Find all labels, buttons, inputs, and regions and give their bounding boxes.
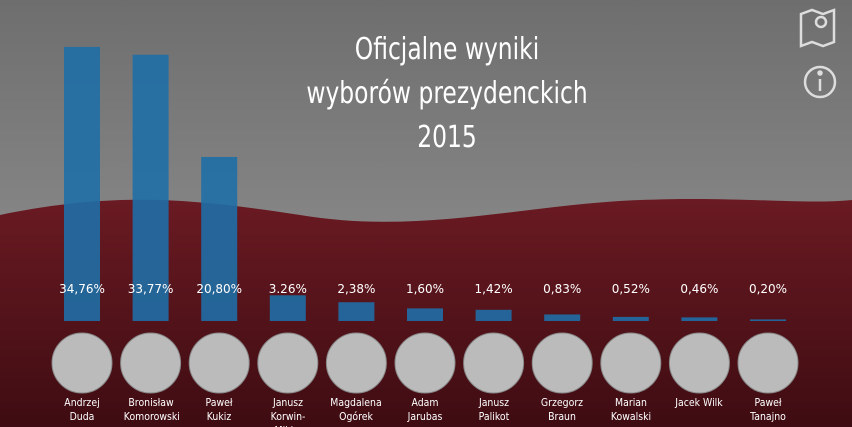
bar (612, 316, 649, 321)
candidate-photo (188, 332, 250, 394)
value-label: 0,46% (680, 282, 718, 296)
candidate-photo (51, 332, 113, 394)
bar (750, 319, 786, 321)
value-label: 1,42% (475, 282, 513, 296)
bar (338, 302, 375, 321)
bar (407, 308, 443, 321)
value-label: 20,80% (196, 282, 242, 296)
bar (269, 295, 306, 321)
candidate-photo (668, 332, 730, 394)
x-tick-label: Marian Kowalski (610, 396, 651, 423)
x-tick-label: Grzegorz Braun (541, 396, 584, 423)
value-label: 0,52% (612, 282, 650, 296)
bar (544, 314, 581, 321)
candidate-photo (531, 332, 593, 394)
chart-title: Oficjalne wyniki wyborów prezydenckich 2… (306, 32, 588, 155)
candidate-photo (120, 332, 182, 394)
value-label: 2,38% (337, 282, 375, 296)
info-icon[interactable] (803, 65, 837, 99)
value-label: 0,20% (749, 282, 787, 296)
value-label: 34,76% (59, 282, 105, 296)
x-tick-label: Janusz Palikot (478, 396, 509, 423)
x-tick-label: Bronisław Komorowski (123, 396, 180, 423)
x-tick-label: Andrzej Duda (64, 396, 100, 423)
candidate-photo (463, 332, 525, 394)
value-label: 1,60% (406, 282, 444, 296)
candidate-photo (737, 332, 799, 394)
candidate-photo (394, 332, 456, 394)
value-label: 3.26% (269, 282, 307, 296)
value-label: 0,83% (543, 282, 581, 296)
x-tick-label: Janusz Korwin-Mikke (270, 396, 306, 427)
bar (64, 46, 100, 321)
bar (132, 54, 169, 321)
bar (475, 309, 512, 321)
value-label: 33,77% (128, 282, 174, 296)
map-icon[interactable] (799, 8, 836, 48)
candidate-photo (600, 332, 662, 394)
x-tick-label: Magdalena Ogórek (330, 396, 383, 423)
bar (681, 317, 718, 321)
x-tick-label: Paweł Kukiz (205, 396, 233, 423)
bar (201, 156, 238, 321)
candidate-photo (325, 332, 387, 394)
candidate-photo (257, 332, 319, 394)
x-tick-label: Adam Jarubas (407, 396, 443, 423)
x-tick-label: Paweł Tanajno (750, 396, 786, 423)
x-tick-label: Jacek Wilk (675, 396, 724, 409)
